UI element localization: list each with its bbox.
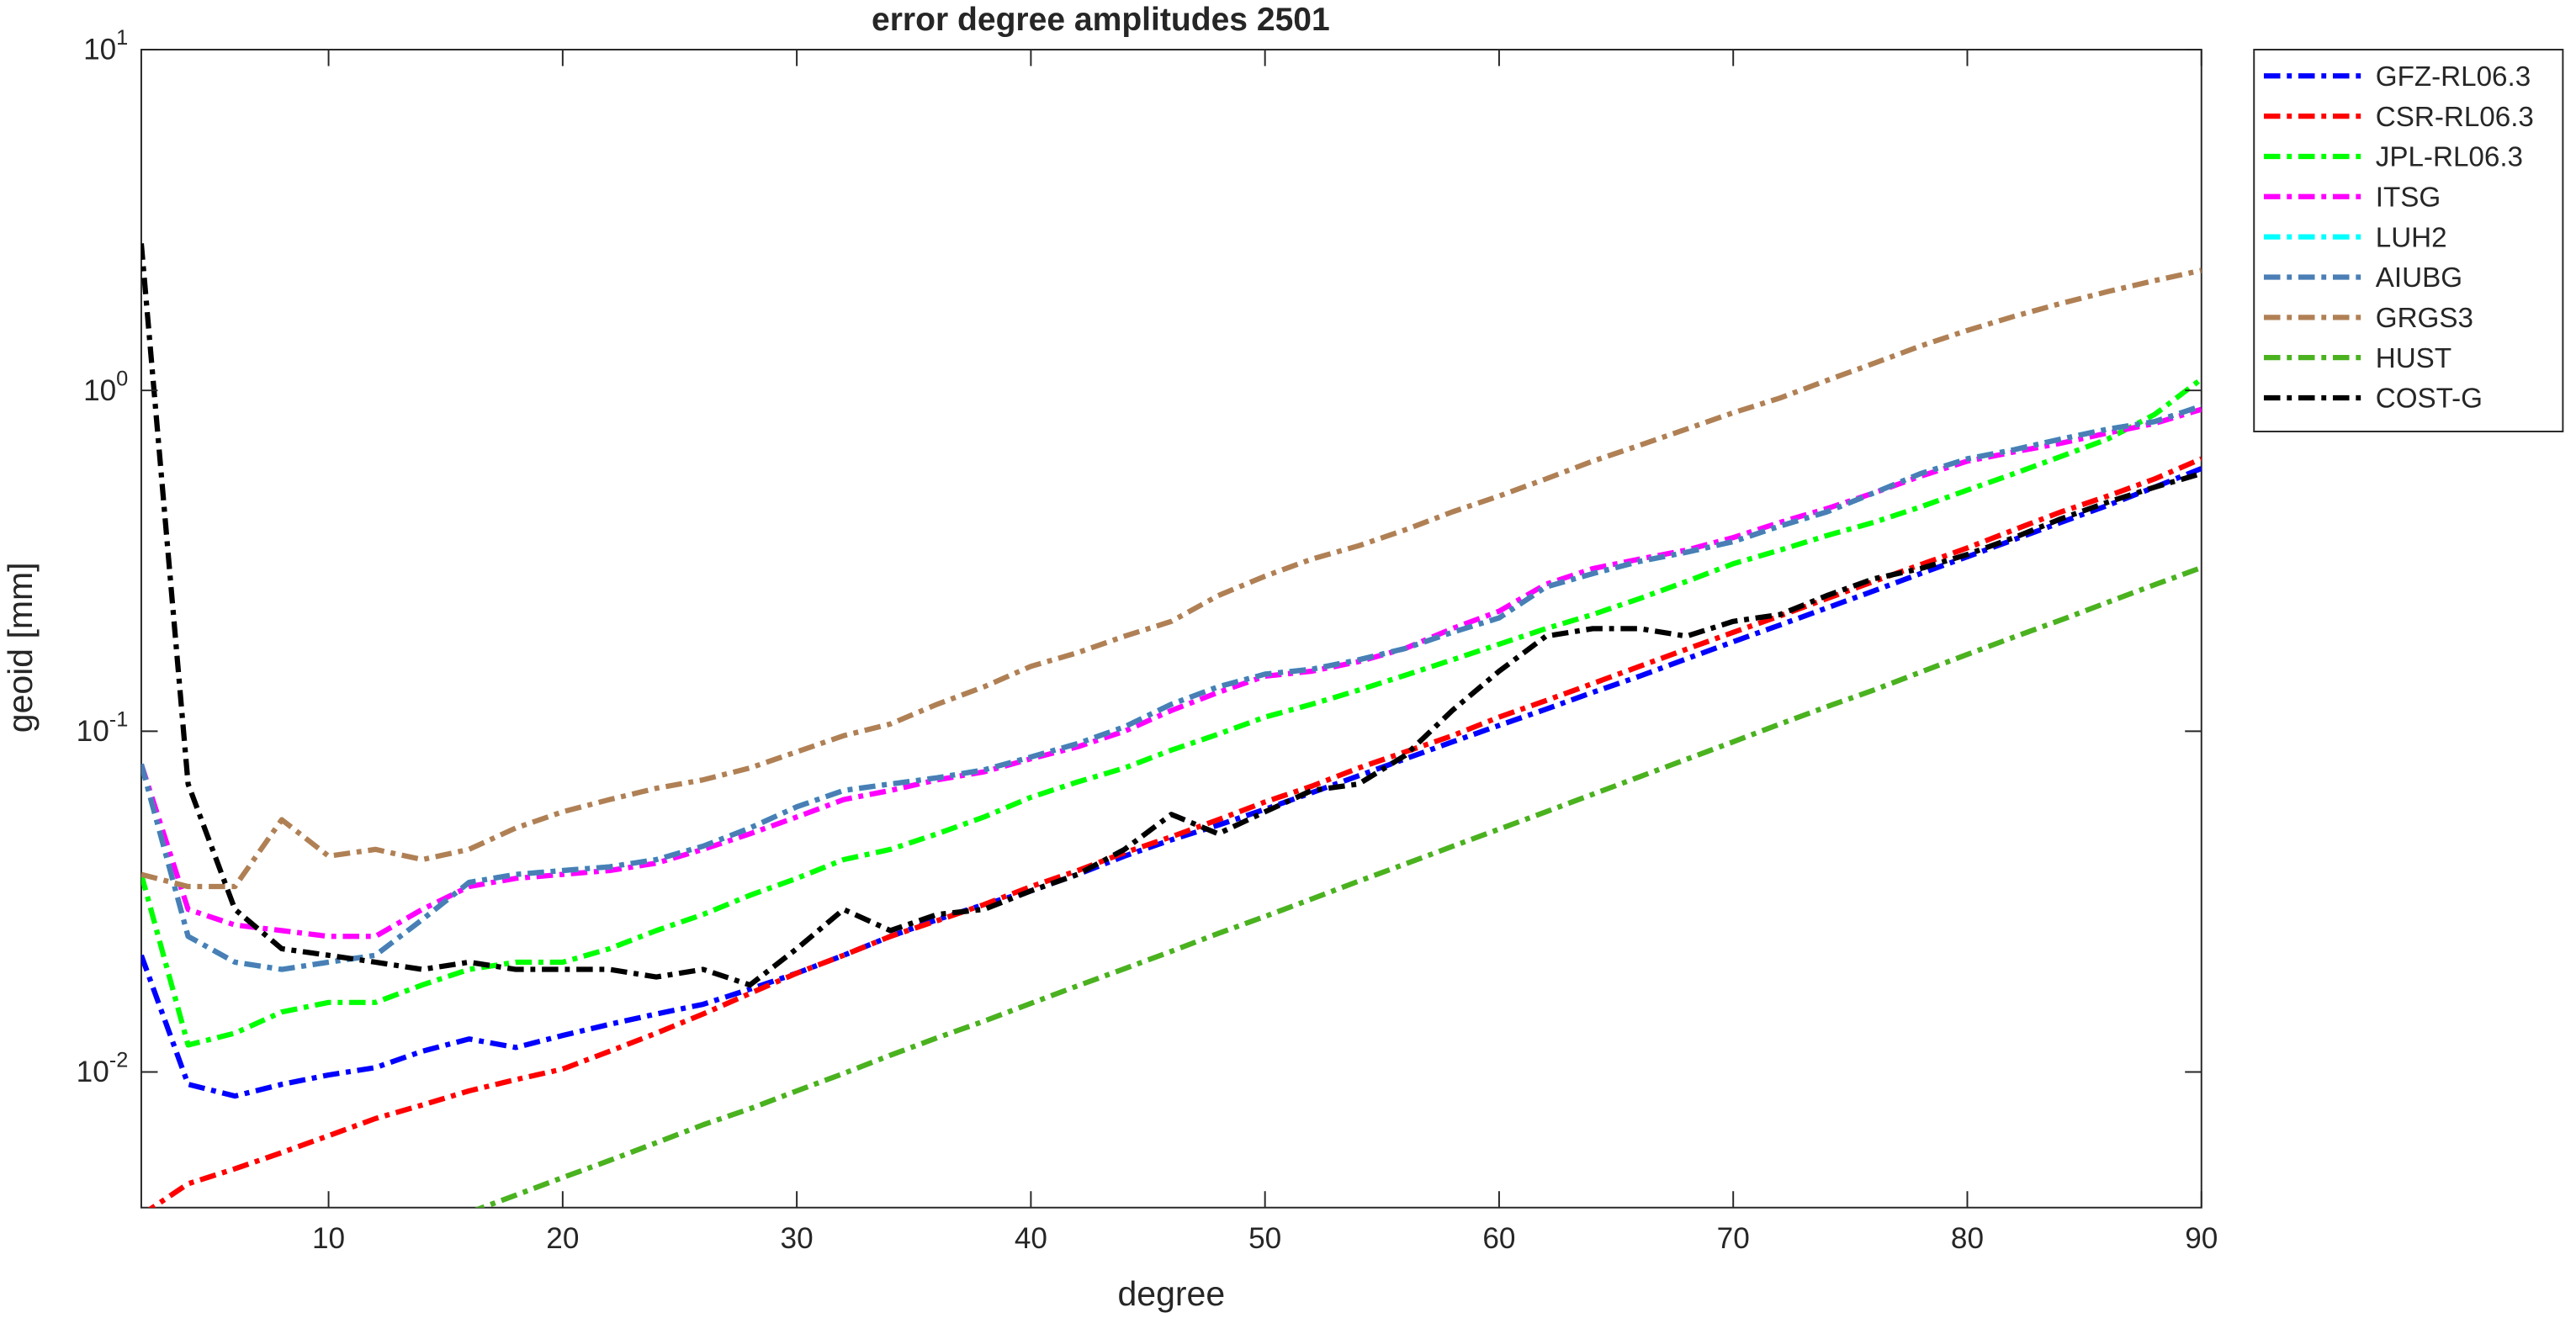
y-tick-label: 10-1 [77, 707, 129, 748]
legend-label: GFZ-RL06.3 [2376, 61, 2531, 93]
series-line [140, 243, 2202, 988]
series-line [140, 267, 2202, 890]
x-tick-label: 80 [1951, 1222, 1984, 1255]
y-tick-label: 10-2 [77, 1049, 129, 1089]
x-tick-label: 70 [1717, 1222, 1750, 1255]
legend-label: ITSG [2376, 183, 2441, 214]
y-axis-label: geoid [mm] [1, 562, 40, 733]
legend-label: HUST [2376, 343, 2451, 374]
x-tick-label: 90 [2185, 1222, 2218, 1255]
legend-label: GRGS3 [2376, 303, 2473, 334]
chart-title: error degree amplitudes 2501 [872, 2, 1330, 38]
plot-area [140, 49, 2202, 1209]
legend: GFZ-RL06.3 CSR-RL06.3 JPL-RL06.3 ITSG LUH2 AI… [2253, 49, 2564, 433]
lines [140, 243, 2202, 1208]
legend-label: JPL-RL06.3 [2376, 142, 2523, 173]
x-tick-label: 10 [312, 1222, 345, 1255]
x-tick-label: 20 [546, 1222, 579, 1255]
x-tick-label: 50 [1248, 1222, 1281, 1255]
series-line [140, 466, 2202, 1099]
series-line [474, 564, 2202, 1208]
y-tick-label: 101 [83, 26, 128, 66]
legend-box [2253, 49, 2564, 433]
x-tick-label: 60 [1482, 1222, 1515, 1255]
axes: 10 20 30 40 50 60 70 80 90 10-2 10-1 100 101 [77, 26, 2218, 1255]
x-axis-label: degree [1118, 1274, 1226, 1313]
legend-label: LUH2 [2376, 222, 2447, 253]
series-line [140, 403, 2202, 972]
x-tick-label: 40 [1015, 1222, 1047, 1255]
legend-label: COST-G [2376, 384, 2483, 415]
y-tick-label: 100 [83, 367, 128, 407]
x-tick-label: 30 [781, 1222, 814, 1255]
legend-label: CSR-RL06.3 [2376, 102, 2534, 133]
legend-label: AIUBG [2376, 262, 2462, 294]
